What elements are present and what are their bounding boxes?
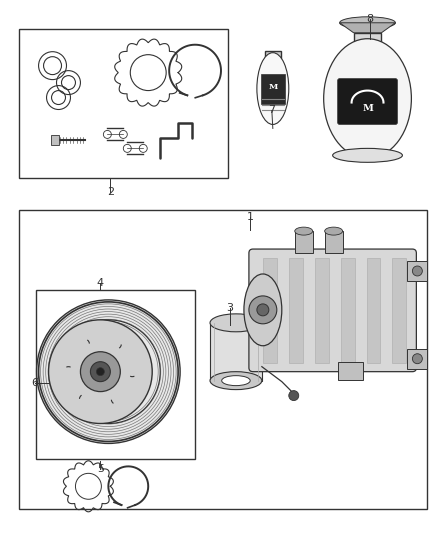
Bar [50,135,59,146]
Bar [261,74,285,103]
Text: 6: 6 [31,378,38,387]
Text: 5: 5 [97,464,104,474]
Ellipse shape [244,274,282,346]
Bar [353,33,381,45]
Bar [325,231,343,253]
Ellipse shape [295,227,313,235]
Polygon shape [339,23,396,33]
Circle shape [413,266,422,276]
Bar [19,29,228,178]
Bar [265,51,281,59]
Text: 3: 3 [226,303,233,313]
Bar [338,362,363,379]
Bar [341,258,355,362]
Ellipse shape [324,39,411,158]
Bar [35,290,195,459]
Circle shape [96,368,104,376]
Text: 4: 4 [97,278,104,288]
Text: M: M [362,104,373,113]
Bar [392,258,406,362]
FancyBboxPatch shape [249,249,417,372]
Text: 7: 7 [268,106,276,116]
Ellipse shape [210,314,262,332]
Circle shape [90,362,110,382]
Circle shape [81,352,120,392]
Circle shape [257,304,269,316]
Ellipse shape [257,53,289,124]
Text: M: M [268,83,277,91]
Circle shape [289,391,299,401]
Bar [407,261,427,281]
Bar [263,258,277,362]
Bar [19,210,427,509]
Circle shape [95,354,131,390]
Circle shape [49,320,152,424]
Ellipse shape [332,148,403,163]
Ellipse shape [222,376,250,385]
Bar [367,258,381,362]
Text: 1: 1 [247,212,254,222]
Circle shape [37,300,180,443]
Bar [289,258,303,362]
FancyBboxPatch shape [338,78,397,124]
Bar [295,231,313,253]
Ellipse shape [339,17,396,29]
Bar [314,258,328,362]
Text: 2: 2 [107,187,114,197]
Circle shape [249,296,277,324]
Circle shape [413,354,422,364]
Bar [210,323,262,381]
Ellipse shape [325,227,343,235]
Text: 8: 8 [366,14,373,24]
Ellipse shape [210,372,262,390]
Bar [407,349,427,369]
